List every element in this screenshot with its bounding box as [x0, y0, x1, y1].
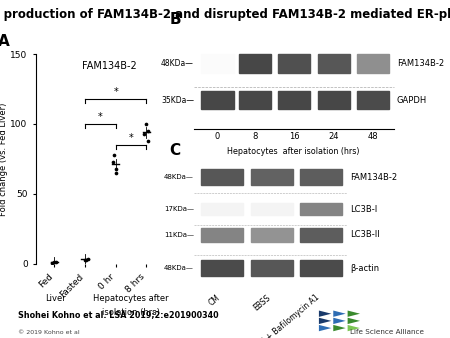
Bar [318, 54, 350, 73]
Bar [301, 169, 342, 185]
Text: B: B [169, 12, 181, 27]
Text: FAM134B-2: FAM134B-2 [397, 59, 444, 68]
Point [144, 138, 151, 143]
Text: CM: CM [207, 293, 222, 307]
Text: 16: 16 [289, 132, 300, 141]
Text: GAPDH: GAPDH [397, 96, 427, 105]
Point [142, 121, 149, 127]
Polygon shape [319, 325, 331, 331]
Polygon shape [347, 318, 360, 324]
Text: 11KDa—: 11KDa— [164, 232, 194, 238]
Bar [278, 91, 310, 109]
Point [83, 258, 90, 263]
Bar [278, 54, 310, 73]
Point [145, 128, 152, 134]
Polygon shape [347, 311, 360, 317]
Text: Hepatocytes after: Hepatocytes after [93, 294, 169, 304]
Bar [357, 54, 390, 73]
Point [140, 131, 148, 137]
Text: β-actin: β-actin [350, 264, 379, 272]
Polygon shape [333, 325, 346, 331]
Point [112, 170, 119, 175]
Text: 24: 24 [328, 132, 339, 141]
Bar [318, 91, 350, 109]
Bar [238, 91, 271, 109]
Text: Hepatocytes  after isolation (hrs): Hepatocytes after isolation (hrs) [227, 147, 359, 156]
Polygon shape [333, 318, 346, 324]
Point [48, 260, 55, 265]
Bar [202, 260, 243, 276]
Bar [301, 227, 342, 242]
Point [85, 257, 92, 262]
Y-axis label: Fold change (vs. Fed Liver): Fold change (vs. Fed Liver) [0, 102, 8, 216]
Polygon shape [319, 318, 331, 324]
Text: 0: 0 [215, 132, 220, 141]
Text: Liver: Liver [45, 294, 66, 304]
Point [82, 257, 89, 262]
Text: *: * [129, 133, 134, 143]
Text: 48: 48 [368, 132, 379, 141]
Point [50, 260, 58, 265]
Bar [202, 169, 243, 185]
Bar [301, 260, 342, 276]
Text: 17KDa—: 17KDa— [164, 206, 194, 212]
Bar [202, 54, 234, 73]
Text: C: C [169, 143, 180, 158]
Bar [202, 91, 234, 109]
Polygon shape [333, 311, 346, 317]
Bar [301, 203, 342, 215]
Point [109, 159, 117, 164]
Text: 8: 8 [252, 132, 257, 141]
Text: LC3B-I: LC3B-I [350, 204, 377, 214]
Bar [238, 54, 271, 73]
Bar [202, 203, 243, 215]
Text: FAM134B-2: FAM134B-2 [82, 61, 137, 71]
Text: Shohei Kohno et al. LSA 2019;2:e201900340: Shohei Kohno et al. LSA 2019;2:e20190034… [18, 310, 219, 319]
Text: *: * [113, 87, 118, 97]
Text: 48KDa—: 48KDa— [161, 59, 194, 68]
Bar [357, 91, 390, 109]
Text: *: * [98, 112, 103, 122]
Bar [251, 169, 293, 185]
Text: 35KDa—: 35KDa— [161, 96, 194, 105]
Bar [251, 260, 293, 276]
Point [112, 166, 119, 171]
Text: EBSS: EBSS [252, 293, 272, 312]
Text: 48KDa—: 48KDa— [164, 174, 194, 180]
Text: isolation (hrs): isolation (hrs) [102, 308, 160, 317]
Point [53, 259, 60, 265]
Text: A: A [0, 34, 10, 49]
Bar [251, 203, 293, 215]
Text: 48KDa—: 48KDa— [164, 265, 194, 271]
Polygon shape [319, 311, 331, 317]
Text: LC3B-II: LC3B-II [350, 230, 380, 239]
Bar [251, 227, 293, 242]
Text: Life Science Alliance: Life Science Alliance [350, 330, 424, 335]
Polygon shape [347, 325, 360, 331]
Text: © 2019 Kohno et al: © 2019 Kohno et al [18, 330, 80, 335]
Bar [202, 227, 243, 242]
Text: EBSS + Bafilomycin A1: EBSS + Bafilomycin A1 [248, 293, 321, 338]
Text: FAM134B-2: FAM134B-2 [350, 173, 397, 182]
Point [111, 152, 118, 158]
Text: Over production of FAM134B-2 and disrupted FAM134B-2 mediated ER-phagy.: Over production of FAM134B-2 and disrupt… [0, 8, 450, 21]
